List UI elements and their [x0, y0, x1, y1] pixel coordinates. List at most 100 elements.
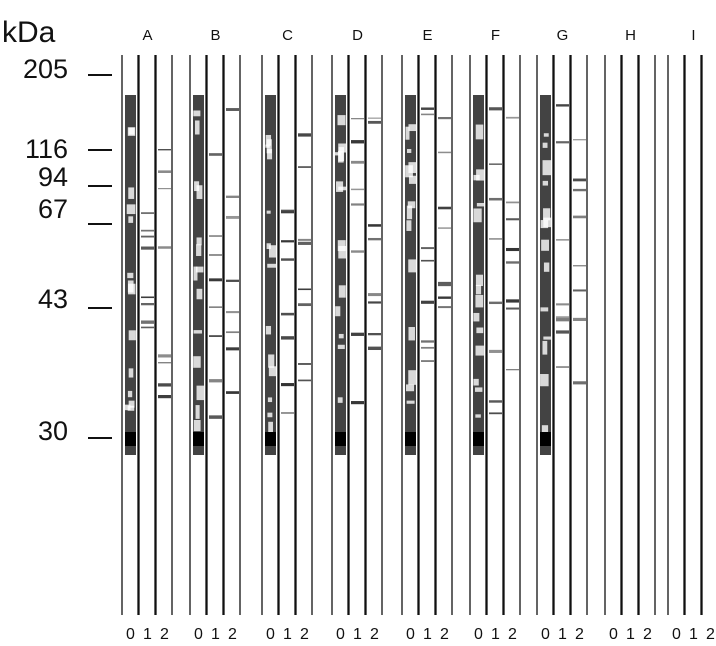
- lane-band: [209, 306, 222, 308]
- lane-band: [489, 412, 502, 415]
- lane-band: [141, 302, 154, 306]
- lane-band: [351, 203, 364, 206]
- lane-spot: [127, 272, 134, 279]
- sample-label: 2: [370, 626, 379, 643]
- lane-spot: [128, 187, 135, 199]
- lane-band: [421, 300, 434, 304]
- lane-spot: [268, 366, 277, 377]
- lane-spot: [408, 124, 417, 132]
- lane-label: E: [422, 27, 432, 44]
- lane-spot: [473, 208, 482, 223]
- lane-spot: [543, 262, 550, 272]
- sample-label: 0: [474, 626, 483, 643]
- lane-band: [438, 206, 451, 210]
- lane-band: [226, 311, 239, 314]
- lane-spot: [476, 169, 485, 181]
- sample-label: 1: [689, 626, 698, 643]
- lane-spot: [196, 244, 202, 257]
- sample-label: 0: [406, 626, 415, 643]
- lane-spot: [542, 160, 552, 176]
- lane-spot: [193, 330, 202, 334]
- lane-band: [209, 254, 222, 256]
- lane-band: [556, 330, 569, 334]
- lane-band: [368, 237, 381, 241]
- lane-spot: [128, 330, 136, 341]
- lane-band: [573, 289, 586, 292]
- lane-band: [281, 258, 294, 261]
- lane-spot: [338, 245, 347, 259]
- sample-label: 1: [558, 626, 567, 643]
- lane-spot: [473, 312, 480, 322]
- lane-spot: [267, 149, 273, 160]
- lane-band: [556, 316, 569, 319]
- lane-band: [506, 369, 519, 371]
- lane-band: [141, 212, 154, 215]
- sample-label: 2: [160, 626, 169, 643]
- lane-label: A: [142, 27, 152, 44]
- lane-band: [368, 293, 381, 297]
- lane-label: F: [491, 27, 500, 44]
- lane-smear: [265, 95, 276, 455]
- sample-label: 2: [440, 626, 449, 643]
- sample-label: 0: [672, 626, 681, 643]
- sample-label: 1: [491, 626, 500, 643]
- lane-spot: [337, 240, 346, 252]
- lane-spot: [338, 285, 346, 298]
- lane-spot: [196, 385, 206, 401]
- lane-spot: [127, 390, 133, 398]
- lane-band: [368, 332, 381, 336]
- sample-label: 2: [643, 626, 652, 643]
- lane-spot: [193, 110, 201, 117]
- lane-band: [209, 235, 222, 237]
- lane-band: [226, 391, 239, 394]
- lane-band: [506, 307, 519, 310]
- lane-band: [209, 415, 222, 419]
- lane-band: [438, 296, 451, 299]
- lane-band: [281, 383, 294, 387]
- lane-band: [281, 240, 294, 243]
- lane-band: [438, 227, 451, 229]
- sample-label: 1: [353, 626, 362, 643]
- marker-label: 205: [23, 54, 68, 84]
- lane-spot: [406, 205, 413, 220]
- sample-label: 1: [143, 626, 152, 643]
- lane-spot: [475, 414, 481, 418]
- lane-spot: [193, 266, 198, 281]
- lane-band: [506, 201, 519, 204]
- lane-spot: [128, 216, 134, 223]
- lane-spot: [196, 185, 203, 199]
- lane-band: [421, 113, 434, 116]
- marker-label: 30: [38, 416, 68, 446]
- sample-label: 2: [508, 626, 517, 643]
- lane-spot: [266, 139, 272, 154]
- lane-spot: [128, 283, 136, 295]
- lane-label: H: [625, 27, 636, 44]
- lane-label: G: [557, 27, 569, 44]
- lane-spot: [540, 307, 549, 312]
- lane-band: [351, 188, 364, 191]
- lane-spot: [196, 288, 203, 300]
- sample-label: 1: [626, 626, 635, 643]
- lane-band: [421, 360, 434, 362]
- lane-band: [506, 299, 519, 303]
- lane-label: B: [210, 27, 220, 44]
- lane-spot: [338, 186, 347, 191]
- lane-band: [158, 383, 171, 387]
- lane-spot: [476, 202, 486, 207]
- lane-band: [298, 238, 311, 241]
- lane-band: [125, 432, 136, 446]
- lane-band: [556, 239, 569, 241]
- lane-spot: [266, 243, 271, 250]
- lane-spot: [474, 387, 483, 392]
- lane-band: [141, 326, 154, 329]
- lane-spot: [128, 127, 135, 135]
- lane-band: [158, 354, 171, 358]
- lane-band: [368, 224, 381, 227]
- lane-band: [489, 107, 502, 111]
- lane-band: [489, 163, 502, 165]
- lane-band: [209, 379, 222, 383]
- lane-spot: [267, 412, 273, 418]
- lane-band: [506, 218, 519, 221]
- lane-spot: [265, 325, 272, 335]
- lane-spot: [408, 162, 417, 174]
